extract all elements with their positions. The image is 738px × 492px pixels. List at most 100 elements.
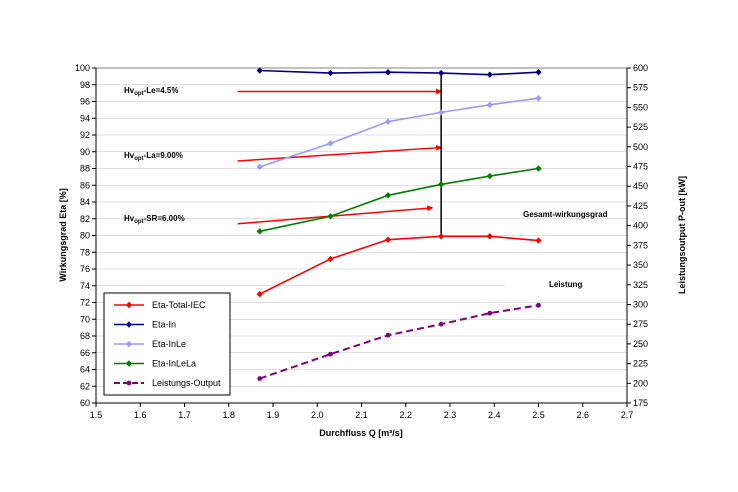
x-tick-label: 2.4 — [488, 410, 501, 420]
series-leistungs-output — [257, 302, 541, 381]
y-tick-label-right: 200 — [633, 378, 648, 388]
legend-label: Eta-In — [152, 320, 176, 330]
data-point — [437, 233, 445, 240]
y-tick-label-left: 94 — [80, 113, 90, 123]
legend-item: Eta-InLeLa — [114, 359, 196, 369]
y-tick-label-left: 98 — [80, 80, 90, 90]
annotations: Hvopt-Le=4.5% Hvopt-La=9.00% Hvopt-SR=6.00… — [124, 86, 624, 289]
annotation-gesamt: Gesamt-wirkungsgrad — [523, 210, 608, 219]
y-tick-label-left: 86 — [80, 180, 90, 190]
data-point — [256, 228, 263, 235]
data-point — [125, 301, 133, 309]
data-point — [535, 94, 542, 102]
y-tick-label-right: 575 — [633, 83, 648, 93]
x-tick-label: 1.8 — [222, 410, 235, 420]
data-point — [256, 290, 263, 298]
data-point — [327, 213, 334, 220]
legend-item: Leistungs-Output — [114, 378, 221, 388]
y-tick-label-left: 62 — [80, 381, 90, 391]
legend-item: Eta-In — [114, 320, 176, 330]
x-tick-label: 2.2 — [399, 410, 412, 420]
y-tick-label-right: 325 — [633, 280, 648, 290]
y-tick-label-right: 250 — [633, 339, 648, 349]
x-tick-label: 2.3 — [444, 410, 457, 420]
y-tick-label-left: 74 — [80, 281, 90, 291]
data-point — [327, 69, 334, 77]
legend-label: Eta-Total-IEC — [152, 300, 206, 310]
y-axis-title-left: Wirkungsgrad Eta [%] — [58, 188, 68, 281]
y-tick-label-right: 425 — [633, 201, 648, 211]
y-tick-label-left: 70 — [80, 314, 90, 324]
y-axis-title-right: Leistungsoutput P-out [kW] — [677, 176, 687, 294]
y-tick-label-left: 90 — [80, 147, 90, 157]
series-line — [259, 97, 539, 168]
data-point — [385, 332, 391, 338]
data-point — [256, 163, 263, 171]
data-point — [535, 237, 542, 244]
legend-item: Eta-Total-IEC — [114, 300, 206, 310]
y-tick-label-left: 68 — [80, 331, 90, 341]
y-tick-label-right: 450 — [633, 181, 648, 191]
x-tick-label: 1.9 — [267, 410, 280, 420]
legend-label: Eta-InLeLa — [152, 359, 196, 369]
x-tick-label: 2.6 — [576, 410, 589, 420]
series-eta-inle — [256, 94, 542, 171]
x-tick-label: 1.6 — [134, 410, 147, 420]
series-eta-inlela — [256, 165, 542, 235]
y-tick-label-left: 80 — [80, 231, 90, 241]
data-point — [125, 321, 133, 328]
annotation-arrow — [237, 205, 434, 225]
annotation-hv-le: Hvopt-Le=4.5% — [124, 86, 178, 97]
y-tick-label-left: 72 — [80, 298, 90, 308]
series-line — [259, 69, 539, 76]
legend: Eta-Total-IEC Eta-In Eta-InLe Eta-InLeLa Lei… — [103, 292, 231, 396]
legend-label: Eta-InLe — [152, 339, 186, 349]
x-tick-label: 2.7 — [621, 410, 634, 420]
x-axis-title: Durchfluss Q [m³/s] — [319, 428, 403, 438]
y-tick-label-left: 96 — [80, 97, 90, 107]
data-point — [328, 351, 333, 357]
y-tick-label-right: 375 — [633, 240, 648, 250]
data-point — [126, 380, 132, 386]
series-layer — [256, 67, 542, 381]
y-tick-label-right: 275 — [633, 319, 648, 329]
y-tick-label-left: 82 — [80, 214, 90, 224]
data-point — [486, 233, 494, 240]
y-tick-label-left: 92 — [80, 130, 90, 140]
x-tick-label: 2.1 — [355, 410, 368, 420]
data-point — [327, 140, 334, 147]
data-point — [536, 302, 541, 308]
annotation-hv-la: Hvopt-La=9.00% — [124, 151, 183, 162]
y-tick-label-right: 475 — [633, 162, 648, 172]
series-line — [259, 304, 539, 380]
data-point — [437, 181, 445, 188]
series-eta-in — [256, 67, 542, 78]
data-point — [487, 310, 493, 316]
y-tick-label-left: 84 — [80, 197, 90, 207]
data-point — [486, 172, 494, 180]
y-tick-label-left: 78 — [80, 247, 90, 257]
y-tick-label-right: 550 — [633, 102, 648, 112]
data-point — [535, 68, 542, 76]
data-point — [384, 68, 392, 76]
data-point — [437, 109, 445, 116]
y-tick-label-left: 66 — [80, 348, 90, 358]
y-tick-label-left: 88 — [80, 164, 90, 174]
x-tick-label: 2.0 — [311, 410, 324, 420]
annotation-hv-sr: Hvopt-SR=6.00% — [124, 214, 185, 225]
data-point — [437, 69, 445, 77]
series-eta-total-iec — [256, 233, 542, 298]
data-point — [256, 67, 263, 74]
y-tick-label-right: 350 — [633, 260, 648, 270]
y-tick-label-right: 300 — [633, 299, 648, 309]
y-tick-label-left: 76 — [80, 264, 90, 274]
legend-item: Eta-InLe — [114, 339, 186, 349]
x-tick-label: 1.5 — [90, 410, 103, 420]
data-point — [486, 101, 494, 109]
y-tick-label-right: 225 — [633, 359, 648, 369]
y-tick-label-left: 60 — [80, 398, 90, 408]
y-tick-label-right: 600 — [633, 63, 648, 73]
y-tick-label-right: 400 — [633, 221, 648, 231]
data-point — [535, 165, 542, 172]
